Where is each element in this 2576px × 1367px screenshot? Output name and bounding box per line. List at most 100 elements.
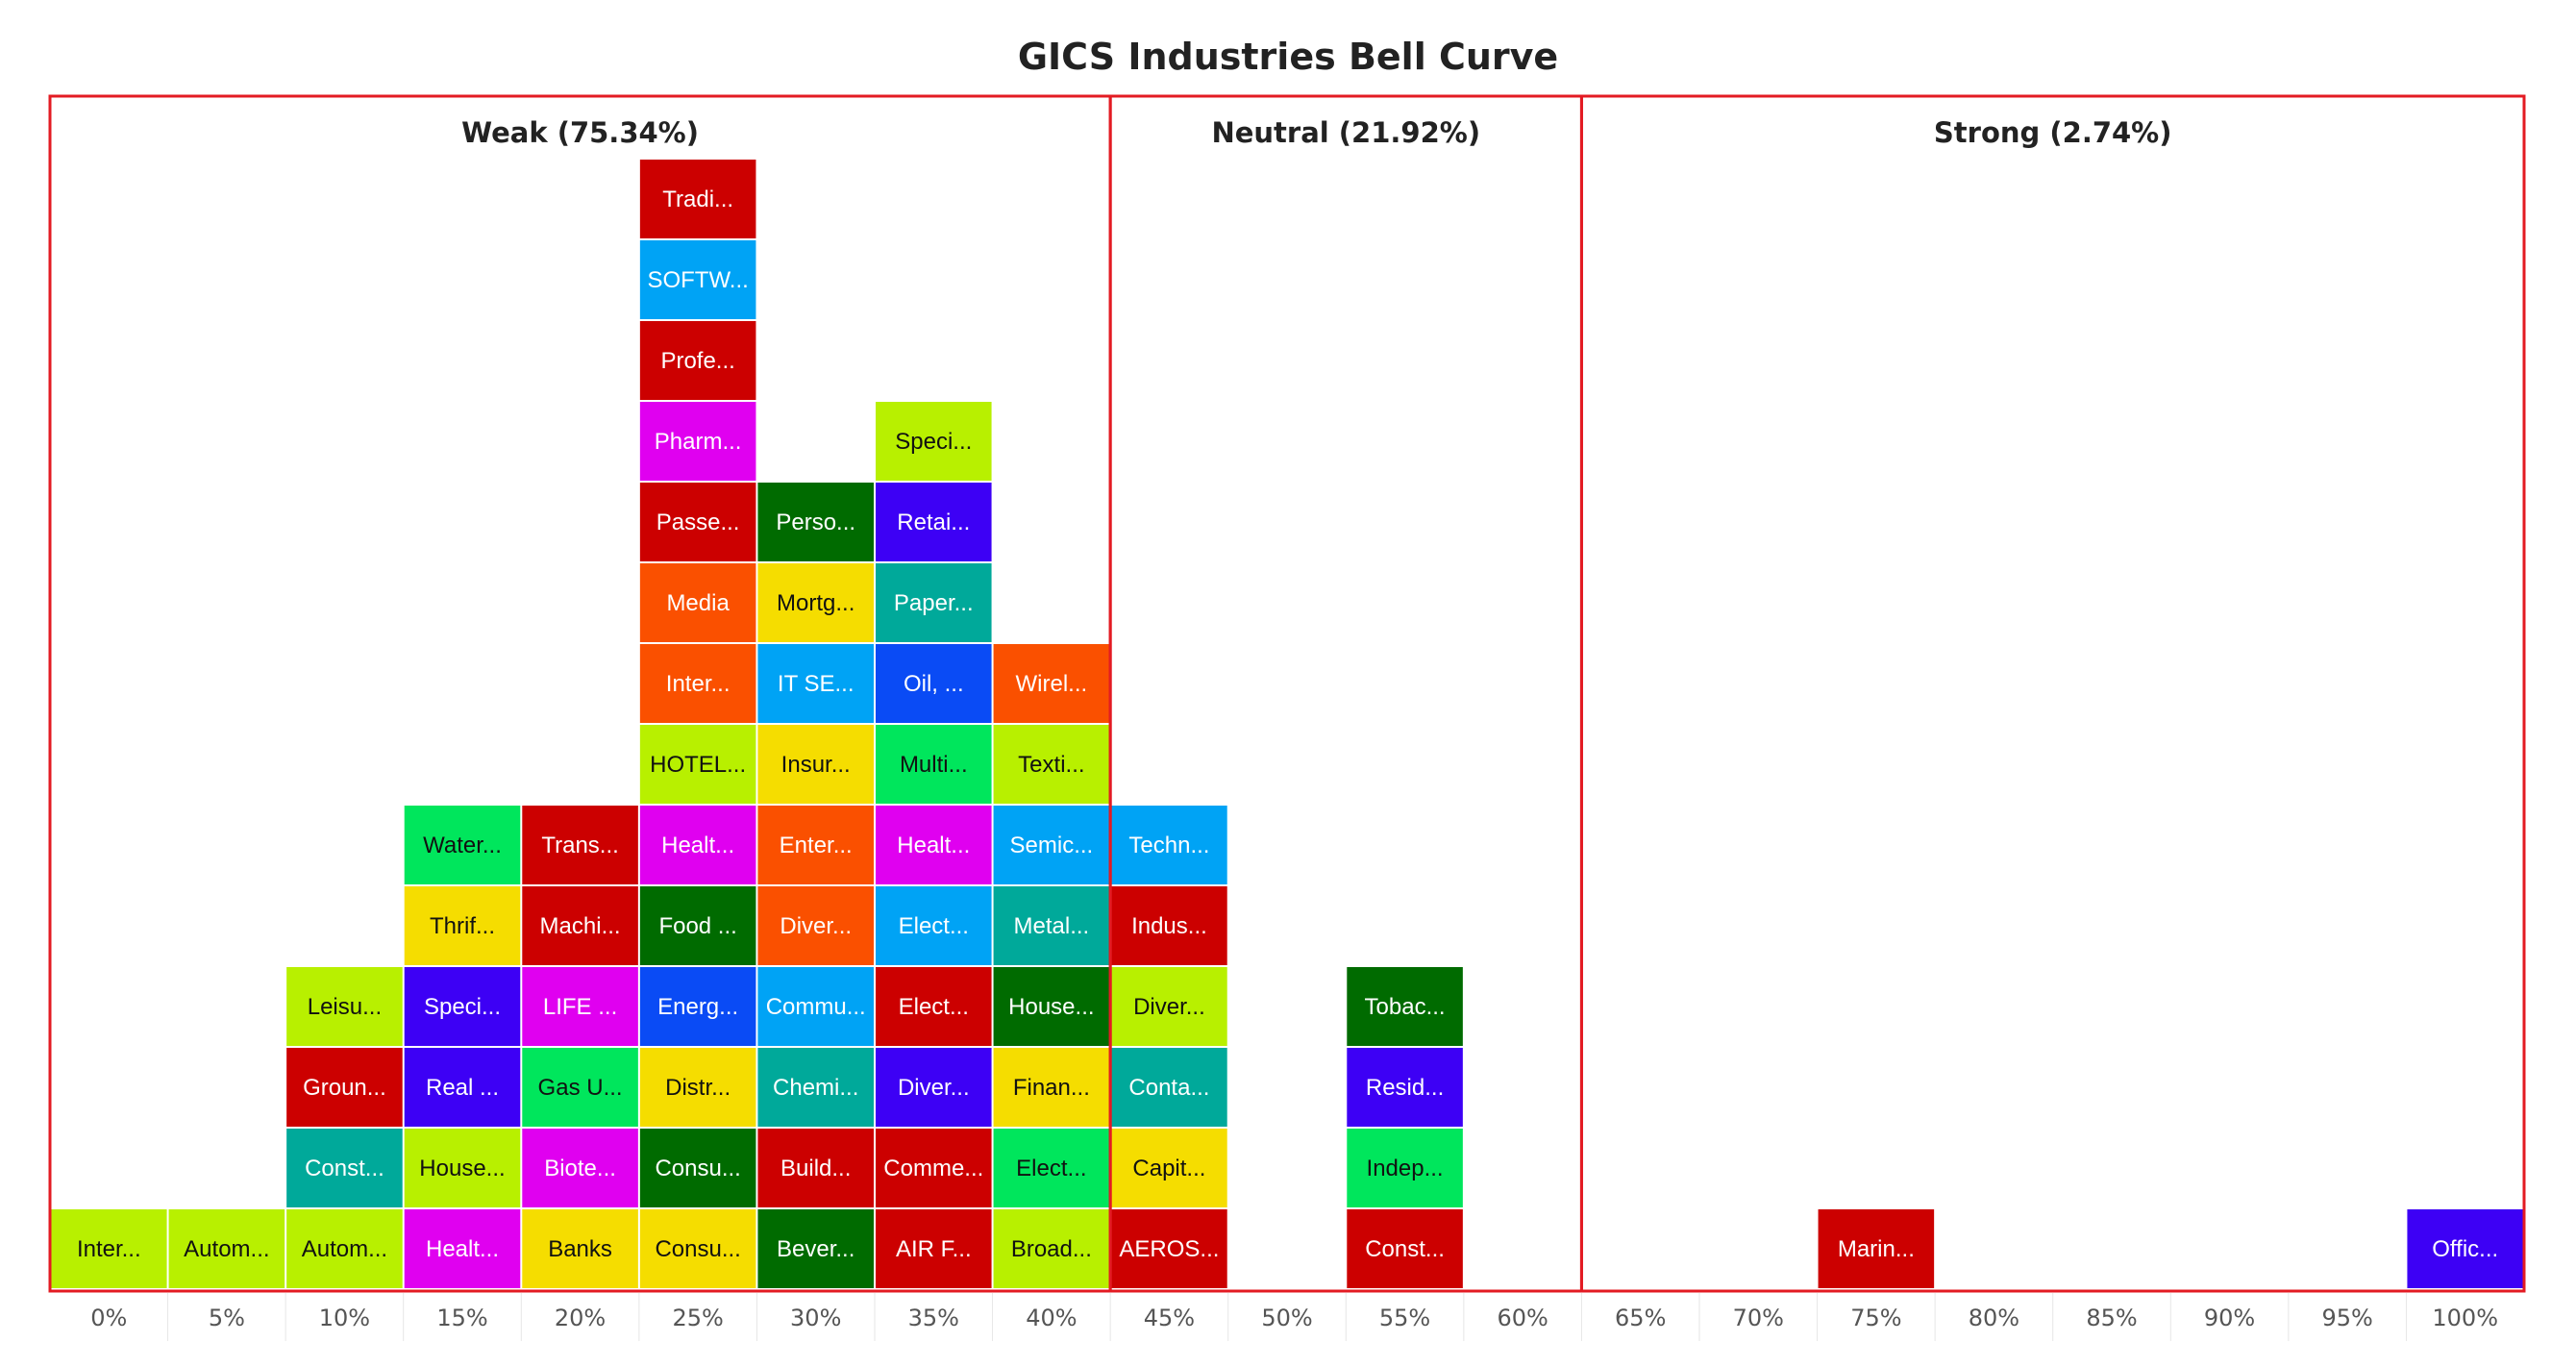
stack-cell-rect[interactable]	[993, 886, 1110, 965]
stack-cell[interactable]: Energ...	[639, 967, 756, 1046]
stack-cell[interactable]: Healt...	[404, 1209, 521, 1288]
stack-cell[interactable]: Finan...	[993, 1048, 1110, 1127]
stack-cell-rect[interactable]	[522, 967, 638, 1046]
stack-cell[interactable]: Speci...	[876, 402, 992, 481]
stack-cell-rect[interactable]	[876, 644, 992, 723]
stack-cell[interactable]: Indus...	[1111, 886, 1227, 965]
stack-cell[interactable]: Capit...	[1111, 1129, 1227, 1207]
stack-cell[interactable]: Groun...	[286, 1048, 403, 1127]
stack-cell[interactable]: HOTEL...	[639, 725, 756, 804]
stack-cell[interactable]: Food ...	[639, 886, 756, 965]
stack-cell-rect[interactable]	[639, 563, 756, 642]
stack-cell[interactable]: Water...	[404, 806, 521, 884]
stack-cell-rect[interactable]	[876, 1129, 992, 1207]
stack-cell[interactable]: Gas U...	[522, 1048, 638, 1127]
stack-cell[interactable]: Distr...	[639, 1048, 756, 1127]
stack-cell[interactable]: Offic...	[2407, 1209, 2523, 1288]
stack-cell-rect[interactable]	[639, 402, 756, 481]
stack-cell-rect[interactable]	[404, 1129, 521, 1207]
stack-cell-rect[interactable]	[1818, 1209, 1935, 1288]
stack-cell[interactable]: Leisu...	[286, 967, 403, 1046]
stack-cell[interactable]: Indep...	[1347, 1129, 1463, 1207]
stack-cell-rect[interactable]	[757, 644, 874, 723]
stack-cell[interactable]: Marin...	[1818, 1209, 1935, 1288]
stack-cell-rect[interactable]	[404, 1048, 521, 1127]
stack-cell-rect[interactable]	[404, 967, 521, 1046]
stack-cell[interactable]: Pharm...	[639, 402, 756, 481]
stack-cell-rect[interactable]	[757, 1129, 874, 1207]
stack-cell[interactable]: Diver...	[876, 1048, 992, 1127]
stack-cell-rect[interactable]	[876, 1209, 992, 1288]
stack-cell-rect[interactable]	[993, 644, 1110, 723]
stack-cell-rect[interactable]	[757, 563, 874, 642]
stack-cell[interactable]: AIR F...	[876, 1209, 992, 1288]
stack-cell[interactable]: Semic...	[993, 806, 1110, 884]
stack-cell[interactable]: Perso...	[757, 483, 874, 561]
stack-cell[interactable]: Retai...	[876, 483, 992, 561]
stack-cell[interactable]: Chemi...	[757, 1048, 874, 1127]
stack-cell[interactable]: Build...	[757, 1129, 874, 1207]
stack-cell-rect[interactable]	[1111, 967, 1227, 1046]
stack-cell-rect[interactable]	[1111, 1048, 1227, 1127]
stack-cell-rect[interactable]	[639, 1129, 756, 1207]
stack-cell-rect[interactable]	[993, 725, 1110, 804]
stack-cell-rect[interactable]	[168, 1209, 285, 1288]
stack-cell[interactable]: Profe...	[639, 321, 756, 400]
stack-cell[interactable]: Healt...	[639, 806, 756, 884]
stack-cell-rect[interactable]	[1347, 1048, 1463, 1127]
stack-cell-rect[interactable]	[876, 402, 992, 481]
stack-cell-rect[interactable]	[1347, 967, 1463, 1046]
stack-cell-rect[interactable]	[757, 483, 874, 561]
stack-cell[interactable]: Multi...	[876, 725, 992, 804]
stack-cell-rect[interactable]	[639, 240, 756, 319]
stack-cell-rect[interactable]	[51, 1209, 167, 1288]
stack-cell-rect[interactable]	[2407, 1209, 2523, 1288]
stack-cell[interactable]: Real ...	[404, 1048, 521, 1127]
stack-cell[interactable]: Elect...	[993, 1129, 1110, 1207]
stack-cell-rect[interactable]	[639, 967, 756, 1046]
stack-cell[interactable]: Resid...	[1347, 1048, 1463, 1127]
stack-cell-rect[interactable]	[522, 1209, 638, 1288]
stack-cell-rect[interactable]	[876, 967, 992, 1046]
stack-cell[interactable]: Metal...	[993, 886, 1110, 965]
stack-cell[interactable]: Tobac...	[1347, 967, 1463, 1046]
stack-cell[interactable]: Biote...	[522, 1129, 638, 1207]
stack-cell-rect[interactable]	[639, 644, 756, 723]
stack-cell-rect[interactable]	[757, 967, 874, 1046]
stack-cell-rect[interactable]	[639, 321, 756, 400]
stack-cell-rect[interactable]	[993, 1129, 1110, 1207]
stack-cell[interactable]: Inter...	[51, 1209, 167, 1288]
stack-cell[interactable]: Const...	[1347, 1209, 1463, 1288]
stack-cell-rect[interactable]	[1111, 806, 1227, 884]
stack-cell[interactable]: Diver...	[1111, 967, 1227, 1046]
stack-cell[interactable]: Insur...	[757, 725, 874, 804]
stack-cell[interactable]: Elect...	[876, 886, 992, 965]
stack-cell-rect[interactable]	[993, 806, 1110, 884]
stack-cell-rect[interactable]	[1111, 886, 1227, 965]
stack-cell-rect[interactable]	[639, 1048, 756, 1127]
stack-cell[interactable]: Consu...	[639, 1129, 756, 1207]
stack-cell-rect[interactable]	[876, 886, 992, 965]
stack-cell-rect[interactable]	[404, 806, 521, 884]
stack-cell-rect[interactable]	[757, 725, 874, 804]
stack-cell-rect[interactable]	[639, 886, 756, 965]
stack-cell[interactable]: Broad...	[993, 1209, 1110, 1288]
stack-cell[interactable]: Autom...	[168, 1209, 285, 1288]
stack-cell-rect[interactable]	[876, 806, 992, 884]
stack-cell[interactable]: Techn...	[1111, 806, 1227, 884]
stack-cell-rect[interactable]	[757, 806, 874, 884]
stack-cell-rect[interactable]	[876, 483, 992, 561]
stack-cell-rect[interactable]	[639, 806, 756, 884]
stack-cell-rect[interactable]	[876, 725, 992, 804]
stack-cell-rect[interactable]	[286, 1209, 403, 1288]
stack-cell-rect[interactable]	[639, 160, 756, 238]
stack-cell[interactable]: Conta...	[1111, 1048, 1227, 1127]
stack-cell[interactable]: Wirel...	[993, 644, 1110, 723]
stack-cell[interactable]: Diver...	[757, 886, 874, 965]
stack-cell-rect[interactable]	[757, 1048, 874, 1127]
stack-cell-rect[interactable]	[286, 1129, 403, 1207]
stack-cell-rect[interactable]	[639, 725, 756, 804]
stack-cell-rect[interactable]	[1111, 1209, 1227, 1288]
stack-cell[interactable]: Comme...	[876, 1129, 992, 1207]
stack-cell-rect[interactable]	[1111, 1129, 1227, 1207]
